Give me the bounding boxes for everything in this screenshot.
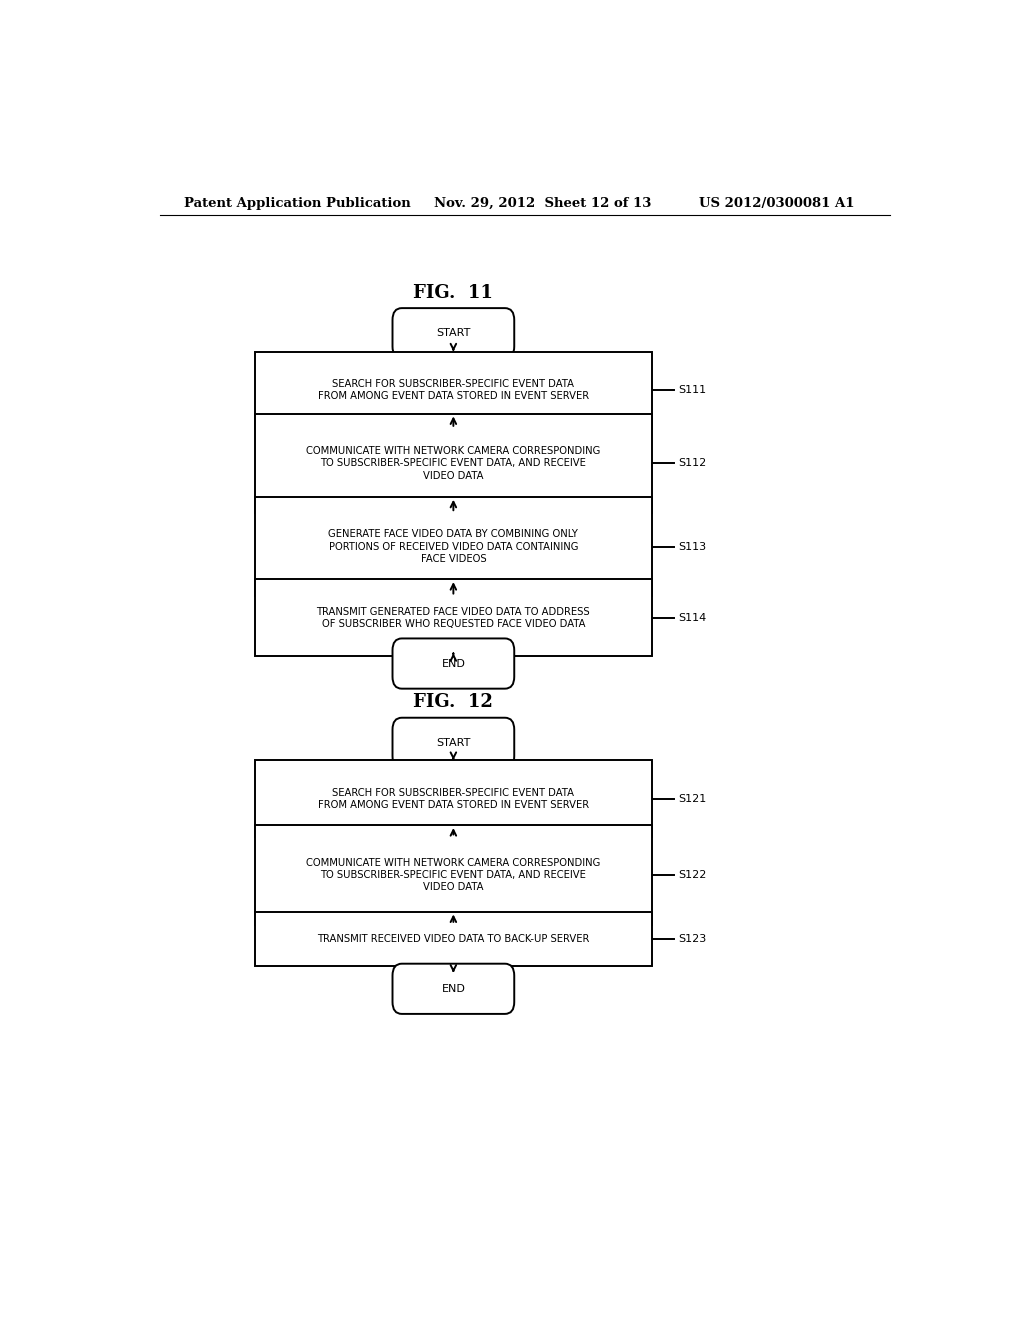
FancyBboxPatch shape [255, 912, 651, 966]
FancyBboxPatch shape [392, 639, 514, 689]
Text: GENERATE FACE VIDEO DATA BY COMBINING ONLY
PORTIONS OF RECEIVED VIDEO DATA CONTA: GENERATE FACE VIDEO DATA BY COMBINING ON… [329, 529, 579, 564]
Text: S113: S113 [678, 541, 707, 552]
FancyBboxPatch shape [392, 964, 514, 1014]
Text: COMMUNICATE WITH NETWORK CAMERA CORRESPONDING
TO SUBSCRIBER-SPECIFIC EVENT DATA,: COMMUNICATE WITH NETWORK CAMERA CORRESPO… [306, 858, 600, 892]
Text: S111: S111 [678, 385, 707, 395]
Text: COMMUNICATE WITH NETWORK CAMERA CORRESPONDING
TO SUBSCRIBER-SPECIFIC EVENT DATA,: COMMUNICATE WITH NETWORK CAMERA CORRESPO… [306, 446, 600, 480]
FancyBboxPatch shape [392, 718, 514, 768]
Text: SEARCH FOR SUBSCRIBER-SPECIFIC EVENT DATA
FROM AMONG EVENT DATA STORED IN EVENT : SEARCH FOR SUBSCRIBER-SPECIFIC EVENT DAT… [317, 788, 589, 810]
FancyBboxPatch shape [255, 760, 651, 837]
Text: US 2012/0300081 A1: US 2012/0300081 A1 [699, 197, 855, 210]
Text: S121: S121 [678, 793, 707, 804]
Text: END: END [441, 983, 465, 994]
Text: S122: S122 [678, 870, 707, 880]
FancyBboxPatch shape [255, 413, 651, 513]
Text: TRANSMIT GENERATED FACE VIDEO DATA TO ADDRESS
OF SUBSCRIBER WHO REQUESTED FACE V: TRANSMIT GENERATED FACE VIDEO DATA TO AD… [316, 607, 590, 630]
Text: S112: S112 [678, 458, 707, 469]
FancyBboxPatch shape [255, 351, 651, 429]
Text: TRANSMIT RECEIVED VIDEO DATA TO BACK-UP SERVER: TRANSMIT RECEIVED VIDEO DATA TO BACK-UP … [317, 935, 590, 944]
Text: Patent Application Publication: Patent Application Publication [183, 197, 411, 210]
Text: END: END [441, 659, 465, 668]
Text: S123: S123 [678, 935, 707, 944]
Text: START: START [436, 738, 471, 748]
FancyBboxPatch shape [392, 308, 514, 358]
Text: START: START [436, 329, 471, 338]
Text: FIG.  11: FIG. 11 [414, 284, 494, 301]
Text: SEARCH FOR SUBSCRIBER-SPECIFIC EVENT DATA
FROM AMONG EVENT DATA STORED IN EVENT : SEARCH FOR SUBSCRIBER-SPECIFIC EVENT DAT… [317, 379, 589, 401]
FancyBboxPatch shape [255, 825, 651, 925]
FancyBboxPatch shape [255, 496, 651, 597]
Text: Nov. 29, 2012  Sheet 12 of 13: Nov. 29, 2012 Sheet 12 of 13 [433, 197, 651, 210]
FancyBboxPatch shape [255, 579, 651, 656]
Text: S114: S114 [678, 612, 707, 623]
Text: FIG.  12: FIG. 12 [414, 693, 494, 711]
